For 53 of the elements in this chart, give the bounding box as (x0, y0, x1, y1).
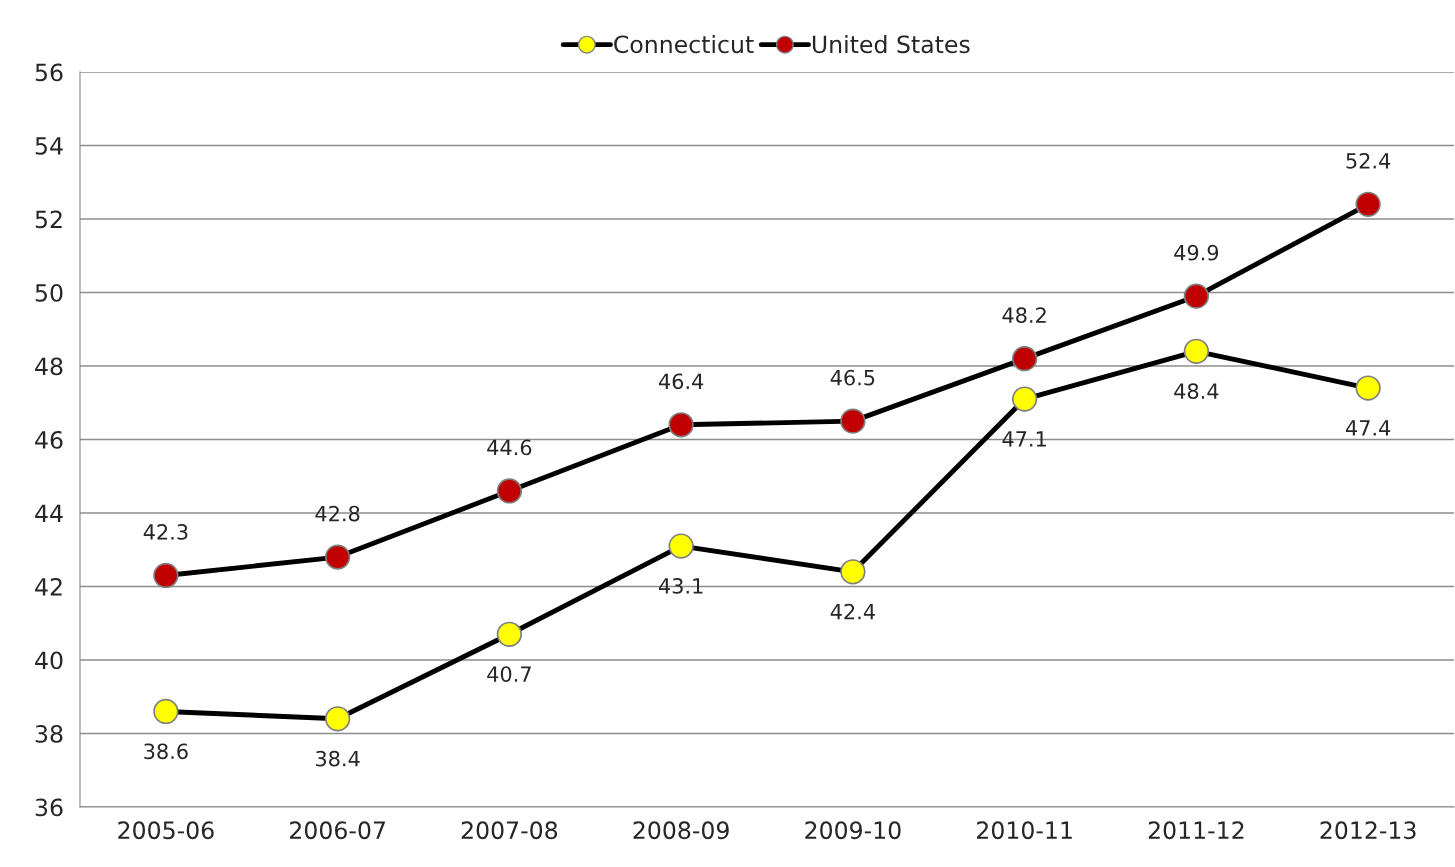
x-tick-label: 2008-09 (633, 821, 729, 840)
data-label: 42.4 (830, 603, 875, 620)
point (496, 478, 523, 504)
data-label: 47.4 (1345, 420, 1391, 436)
data-label: 38.4 (316, 750, 360, 767)
data-label: 46.5 (830, 369, 875, 386)
point (840, 559, 866, 585)
y-tick-label: 40 (35, 651, 63, 670)
x-tick-label: 2007-08 (461, 821, 558, 840)
data-label: 49.9 (1174, 244, 1219, 261)
point (153, 698, 179, 725)
data-label: 48.2 (1002, 307, 1046, 324)
y-tick-label: 36 (35, 798, 63, 817)
y-tick-label: 48 (35, 357, 63, 376)
point (668, 412, 694, 438)
data-label: 42.8 (315, 505, 360, 522)
point (324, 706, 351, 732)
point (668, 533, 694, 559)
y-tick-label: 52 (35, 210, 62, 229)
point (1183, 283, 1210, 309)
point (1011, 346, 1038, 372)
data-label: 40.7 (487, 666, 531, 682)
x-tick-label: 2005-06 (118, 821, 214, 840)
x-tick-label: 2009-10 (805, 821, 901, 840)
point (1355, 375, 1381, 401)
data-label: 44.6 (487, 439, 532, 456)
legend-label: United States (812, 34, 970, 54)
legend-label: Connecticut (614, 34, 754, 54)
y-tick-label: 54 (35, 137, 63, 155)
data-label: 47.1 (1002, 431, 1046, 447)
x-tick-label: 2010-11 (977, 821, 1072, 840)
y-tick-label: 42 (35, 577, 62, 596)
point (1011, 386, 1038, 412)
y-tick-label: 44 (35, 504, 63, 522)
data-label: 46.4 (658, 373, 704, 390)
point (1355, 191, 1381, 217)
y-tick-label: 46 (35, 430, 63, 449)
point (324, 544, 351, 570)
x-tick-label: 2011-12 (1148, 821, 1244, 840)
data-label: 38.6 (144, 743, 188, 760)
point (1183, 338, 1210, 364)
x-tick-label: 2012-13 (1320, 821, 1416, 840)
y-tick-label: 38 (35, 724, 63, 743)
data-label: 52.4 (1346, 152, 1391, 169)
data-label: 43.1 (658, 578, 703, 594)
point (496, 621, 523, 647)
point (840, 408, 866, 434)
x-tick-label: 2006-07 (290, 821, 385, 840)
y-tick-label: 56 (35, 63, 63, 82)
y-tick-label: 50 (35, 283, 63, 302)
point (153, 562, 179, 589)
data-label: 42.3 (143, 524, 188, 540)
data-label: 48.4 (1174, 383, 1219, 400)
